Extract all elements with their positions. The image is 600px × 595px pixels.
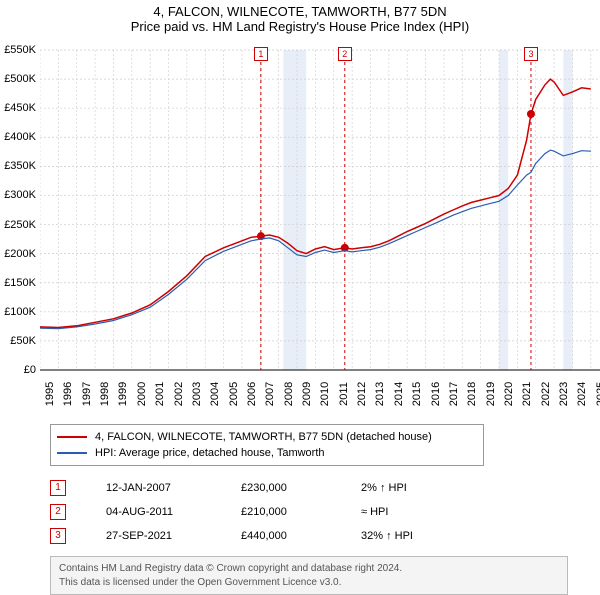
- legend-swatch: [57, 452, 87, 454]
- y-axis-label: £300K: [4, 189, 36, 201]
- event-price: £230,000: [241, 482, 321, 494]
- y-axis-label: £450K: [4, 102, 36, 114]
- y-axis-label: £100K: [4, 306, 36, 318]
- x-axis-label: 2008: [283, 382, 295, 406]
- x-axis-label: 2002: [173, 382, 185, 406]
- x-axis-label: 2012: [356, 382, 368, 406]
- y-axis-label: £350K: [4, 160, 36, 172]
- x-axis-label: 2011: [338, 382, 350, 406]
- x-axis-label: 2024: [576, 382, 588, 406]
- title-block: 4, FALCON, WILNECOTE, TAMWORTH, B77 5DN …: [0, 0, 600, 40]
- x-axis-label: 2010: [319, 382, 331, 406]
- chart-area: 123£0£50K£100K£150K£200K£250K£300K£350K£…: [40, 40, 600, 390]
- x-axis-label: 1997: [81, 382, 93, 406]
- x-axis-label: 2016: [430, 382, 442, 406]
- x-axis-label: 2007: [264, 382, 276, 406]
- footer-attribution: Contains HM Land Registry data © Crown c…: [50, 556, 568, 595]
- event-table: 1 12-JAN-2007 £230,000 2% ↑ HPI 2 04-AUG-2011…: [50, 476, 600, 548]
- title-line-2: Price paid vs. HM Land Registry's House …: [0, 19, 600, 34]
- x-axis-label: 2019: [485, 382, 497, 406]
- y-axis-label: £0: [24, 364, 36, 376]
- legend-label: HPI: Average price, detached house, Tamw…: [95, 447, 325, 459]
- event-note: ≈ HPI: [361, 506, 461, 518]
- event-row: 1 12-JAN-2007 £230,000 2% ↑ HPI: [50, 476, 600, 500]
- event-date: 12-JAN-2007: [106, 482, 201, 494]
- y-axis-label: £250K: [4, 219, 36, 231]
- x-axis-label: 2018: [466, 382, 478, 406]
- chart-svg: [40, 40, 600, 390]
- event-price: £440,000: [241, 530, 321, 542]
- y-axis-label: £550K: [4, 44, 36, 56]
- y-axis-label: £150K: [4, 277, 36, 289]
- x-axis-label: 2003: [191, 382, 203, 406]
- event-date: 04-AUG-2011: [106, 506, 201, 518]
- event-note: 32% ↑ HPI: [361, 530, 461, 542]
- event-price: £210,000: [241, 506, 321, 518]
- x-axis-label: 2015: [411, 382, 423, 406]
- event-marker-box: 1: [254, 47, 268, 61]
- y-axis-label: £400K: [4, 131, 36, 143]
- x-axis-label: 2021: [521, 382, 533, 406]
- x-axis-label: 1996: [62, 382, 74, 406]
- y-axis-label: £200K: [4, 248, 36, 260]
- legend-row: HPI: Average price, detached house, Tamw…: [57, 445, 477, 461]
- x-axis-label: 2014: [393, 382, 405, 406]
- x-axis-label: 2000: [136, 382, 148, 406]
- event-row: 3 27-SEP-2021 £440,000 32% ↑ HPI: [50, 524, 600, 548]
- y-axis-label: £500K: [4, 73, 36, 85]
- x-axis-label: 2025: [595, 382, 600, 406]
- event-note: 2% ↑ HPI: [361, 482, 461, 494]
- x-axis-label: 2023: [558, 382, 570, 406]
- event-number-box: 3: [50, 528, 66, 544]
- x-axis-label: 2004: [209, 382, 221, 406]
- x-axis-label: 2013: [374, 382, 386, 406]
- event-marker-box: 2: [338, 47, 352, 61]
- x-axis-label: 2006: [246, 382, 258, 406]
- x-axis-label: 2022: [540, 382, 552, 406]
- event-number-box: 1: [50, 480, 66, 496]
- x-axis-label: 2020: [503, 382, 515, 406]
- event-row: 2 04-AUG-2011 £210,000 ≈ HPI: [50, 500, 600, 524]
- x-axis-label: 2009: [301, 382, 313, 406]
- legend-swatch: [57, 436, 87, 438]
- footer-line-2: This data is licensed under the Open Gov…: [59, 576, 559, 590]
- legend-row: 4, FALCON, WILNECOTE, TAMWORTH, B77 5DN …: [57, 429, 477, 445]
- legend-label: 4, FALCON, WILNECOTE, TAMWORTH, B77 5DN …: [95, 431, 432, 443]
- x-axis-label: 2005: [228, 382, 240, 406]
- event-date: 27-SEP-2021: [106, 530, 201, 542]
- event-number-box: 2: [50, 504, 66, 520]
- event-marker-box: 3: [524, 47, 538, 61]
- x-axis-label: 1998: [99, 382, 111, 406]
- legend: 4, FALCON, WILNECOTE, TAMWORTH, B77 5DN …: [50, 424, 484, 466]
- x-axis-label: 2001: [154, 382, 166, 406]
- footer-line-1: Contains HM Land Registry data © Crown c…: [59, 562, 559, 576]
- x-axis-label: 1995: [44, 382, 56, 406]
- y-axis-label: £50K: [10, 335, 36, 347]
- x-axis-label: 1999: [117, 382, 129, 406]
- title-line-1: 4, FALCON, WILNECOTE, TAMWORTH, B77 5DN: [0, 4, 600, 19]
- page-container: 4, FALCON, WILNECOTE, TAMWORTH, B77 5DN …: [0, 0, 600, 595]
- x-axis-label: 2017: [448, 382, 460, 406]
